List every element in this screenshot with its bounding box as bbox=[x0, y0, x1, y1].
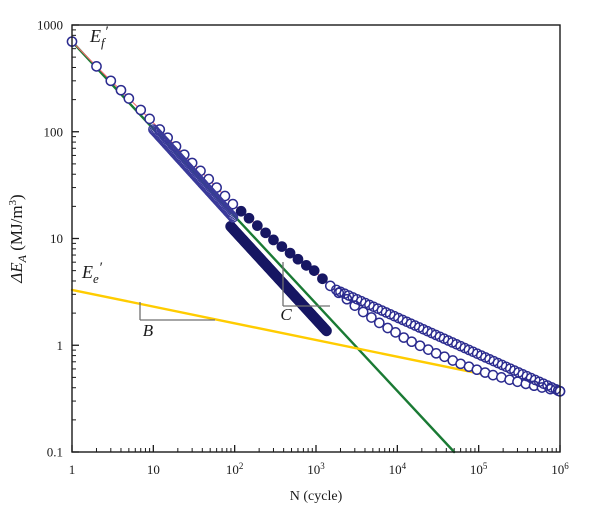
data-point-marker bbox=[260, 227, 271, 239]
data-series-group bbox=[66, 36, 566, 454]
slope-triangles-group bbox=[139, 262, 330, 321]
data-point-marker bbox=[91, 60, 102, 72]
y-tick-label: 100 bbox=[44, 124, 64, 139]
data-point-marker bbox=[235, 205, 247, 217]
y-tick-label: 1000 bbox=[37, 18, 63, 33]
data-point-marker bbox=[366, 312, 377, 323]
data-point-marker-dense bbox=[227, 212, 239, 223]
ee-prime-label: Ee′ bbox=[81, 260, 103, 286]
axis-labels-group: 1 10 102 103 104 105 106 0.1 1 10 100 1000 N (cycle)… bbox=[7, 18, 569, 505]
x-axis-title: N (cycle) bbox=[290, 489, 343, 504]
data-point-marker bbox=[292, 253, 304, 265]
x-tick-label: 10 bbox=[147, 462, 160, 477]
data-point-markers bbox=[66, 36, 566, 397]
data-point-marker bbox=[115, 84, 127, 96]
x-tick-label: 105 bbox=[470, 461, 488, 477]
data-point-marker bbox=[276, 241, 288, 252]
data-point-marker bbox=[135, 104, 147, 116]
data-point-marker bbox=[390, 327, 401, 338]
data-point-marker bbox=[227, 198, 239, 210]
data-point-marker bbox=[300, 260, 312, 271]
y-axis-title: ΔEA (MJ/m3) bbox=[7, 194, 29, 283]
ef-prime-label: Ef′ bbox=[89, 24, 109, 50]
y-tick-label: 0.1 bbox=[47, 445, 63, 460]
x-tick-label: 103 bbox=[307, 461, 325, 477]
data-point-marker bbox=[251, 220, 263, 231]
data-point-marker-dense bbox=[226, 210, 238, 222]
x-tick-label: 102 bbox=[226, 461, 244, 477]
data-point-marker bbox=[144, 113, 155, 125]
data-point-marker bbox=[105, 75, 117, 87]
data-point-marker-dense bbox=[224, 208, 235, 219]
plot-frame-border bbox=[71, 24, 561, 453]
y-tick-label: 10 bbox=[50, 231, 63, 246]
data-point-marker bbox=[373, 317, 385, 329]
data-point-marker bbox=[284, 247, 296, 259]
slope-label-c: C bbox=[280, 305, 292, 324]
slope-label-b: B bbox=[143, 321, 154, 340]
x-tick-label: 104 bbox=[389, 461, 407, 477]
x-tick-label: 1 bbox=[69, 462, 76, 477]
data-point-marker bbox=[317, 273, 328, 285]
data-point-marker bbox=[243, 212, 255, 224]
y-tick-label: 1 bbox=[57, 338, 64, 353]
data-point-marker bbox=[382, 322, 393, 334]
data-point-marker bbox=[123, 93, 135, 104]
data-point-marker bbox=[406, 336, 418, 348]
data-point-marker bbox=[268, 234, 279, 246]
data-point-marker bbox=[308, 265, 320, 276]
data-point-marker-dense bbox=[225, 209, 236, 221]
x-tick-label: 106 bbox=[551, 461, 569, 477]
data-point-marker-dense bbox=[321, 325, 332, 337]
